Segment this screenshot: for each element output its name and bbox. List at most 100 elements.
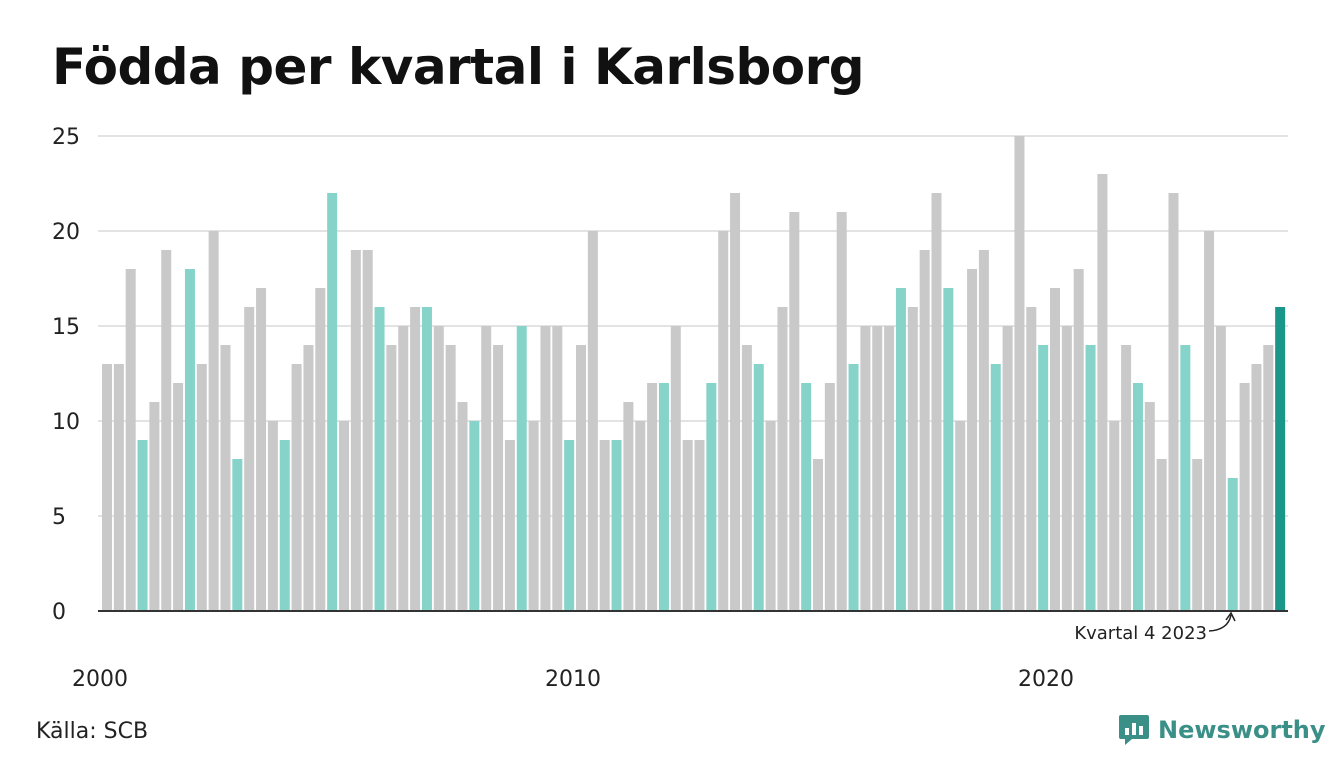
bar — [1168, 193, 1179, 611]
bar — [801, 383, 812, 611]
bar — [694, 440, 705, 611]
bar — [611, 440, 622, 611]
bar — [848, 364, 859, 611]
bar — [137, 440, 148, 611]
bar — [753, 364, 764, 611]
annotation: Kvartal 4 2023 — [1074, 611, 1236, 644]
bar — [493, 345, 504, 611]
bar — [1109, 421, 1120, 611]
bar — [919, 250, 930, 611]
bars — [102, 136, 1286, 611]
bar — [978, 250, 989, 611]
bar — [433, 326, 444, 611]
bar — [481, 326, 492, 611]
bar — [1121, 345, 1132, 611]
bar — [741, 345, 752, 611]
bar — [1026, 307, 1037, 611]
bar — [860, 326, 871, 611]
bar — [315, 288, 326, 611]
y-tick-label: 5 — [52, 505, 66, 530]
bar — [1038, 345, 1049, 611]
brand-logo: Newsworthy — [1118, 713, 1326, 747]
bar — [1144, 402, 1155, 611]
newsworthy-logo-icon — [1119, 715, 1149, 745]
bar — [232, 459, 243, 611]
bar — [1132, 383, 1143, 611]
bar — [113, 364, 124, 611]
bar — [931, 193, 942, 611]
bar — [670, 326, 681, 611]
bar — [1251, 364, 1262, 611]
bar — [327, 193, 338, 611]
bar — [173, 383, 184, 611]
annotation-label: Kvartal 4 2023 — [1074, 623, 1207, 644]
bar — [220, 345, 231, 611]
bar — [256, 288, 267, 611]
bar — [872, 326, 883, 611]
annotation-arrowhead — [1225, 611, 1236, 622]
bar — [990, 364, 1001, 611]
bar — [291, 364, 302, 611]
bar — [1061, 326, 1072, 611]
bar — [1263, 345, 1274, 611]
x-tick-label: 2000 — [72, 667, 128, 692]
bar — [1239, 383, 1250, 611]
bar — [765, 421, 776, 611]
brand-name: Newsworthy — [1158, 716, 1326, 744]
bar — [623, 402, 634, 611]
y-tick-label: 0 — [52, 600, 66, 625]
bar — [469, 421, 480, 611]
bar — [504, 440, 515, 611]
bar — [884, 326, 895, 611]
bar — [1002, 326, 1013, 611]
bar — [184, 269, 195, 611]
y-tick-label: 20 — [52, 220, 80, 245]
bar — [587, 231, 598, 611]
bar — [1204, 231, 1215, 611]
chart-title: Födda per kvartal i Karlsborg — [52, 38, 865, 96]
bar — [895, 288, 906, 611]
bar — [1215, 326, 1226, 611]
bar — [410, 307, 421, 611]
bar — [718, 231, 729, 611]
bar — [303, 345, 314, 611]
bar — [635, 421, 646, 611]
x-tick-label: 2020 — [1018, 667, 1074, 692]
bar — [516, 326, 527, 611]
bar — [730, 193, 741, 611]
bar — [552, 326, 563, 611]
bar — [789, 212, 800, 611]
bar — [362, 250, 373, 611]
bar — [386, 345, 397, 611]
bar — [279, 440, 290, 611]
bar — [1073, 269, 1084, 611]
bar — [576, 345, 586, 611]
bar — [528, 421, 539, 611]
x-tick-label: 2010 — [545, 667, 601, 692]
source-label: Källa: SCB — [36, 719, 149, 744]
bar — [244, 307, 255, 611]
bar — [943, 288, 954, 611]
bar — [102, 364, 112, 611]
bar — [1097, 174, 1108, 611]
bar — [398, 326, 409, 611]
bar — [1085, 345, 1096, 611]
bar — [445, 345, 456, 611]
bar — [421, 307, 432, 611]
bar — [813, 459, 823, 611]
bar — [1156, 459, 1167, 611]
bar — [1275, 307, 1286, 611]
bar — [824, 383, 835, 611]
bar — [967, 269, 978, 611]
bar — [658, 383, 669, 611]
y-tick-label: 25 — [52, 125, 80, 150]
bar — [599, 440, 610, 611]
bar — [1180, 345, 1191, 611]
bar — [777, 307, 788, 611]
annotation-arrow — [1208, 614, 1232, 632]
bar — [149, 402, 160, 611]
bar — [907, 307, 918, 611]
bar — [836, 212, 847, 611]
bar — [564, 440, 575, 611]
bar — [682, 440, 693, 611]
